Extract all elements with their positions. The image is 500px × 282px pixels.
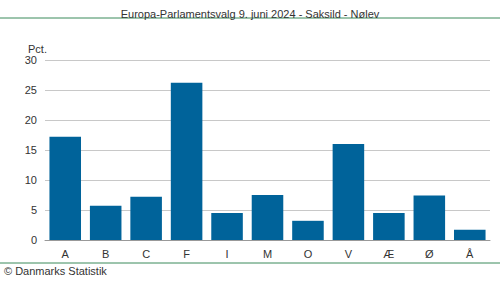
- svg-text:B: B: [102, 248, 109, 260]
- svg-text:10: 10: [25, 174, 37, 186]
- svg-text:A: A: [62, 248, 70, 260]
- svg-text:Ø: Ø: [425, 248, 434, 260]
- svg-text:F: F: [183, 248, 190, 260]
- svg-text:0: 0: [31, 234, 37, 246]
- svg-text:Europa-Parlamentsvalg 9. juni: Europa-Parlamentsvalg 9. juni 2024 - Sak…: [121, 8, 380, 20]
- svg-text:V: V: [345, 248, 353, 260]
- svg-text:© Danmarks Statistik: © Danmarks Statistik: [4, 265, 107, 277]
- svg-text:Å: Å: [466, 248, 474, 260]
- svg-text:15: 15: [25, 144, 37, 156]
- svg-text:30: 30: [25, 54, 37, 66]
- svg-text:O: O: [304, 248, 313, 260]
- svg-text:20: 20: [25, 114, 37, 126]
- svg-text:5: 5: [31, 204, 37, 216]
- svg-text:25: 25: [25, 84, 37, 96]
- svg-text:C: C: [142, 248, 150, 260]
- svg-text:I: I: [226, 248, 229, 260]
- svg-text:M: M: [263, 248, 272, 260]
- svg-text:Æ: Æ: [383, 248, 394, 260]
- svg-text:Pct.: Pct.: [28, 43, 47, 55]
